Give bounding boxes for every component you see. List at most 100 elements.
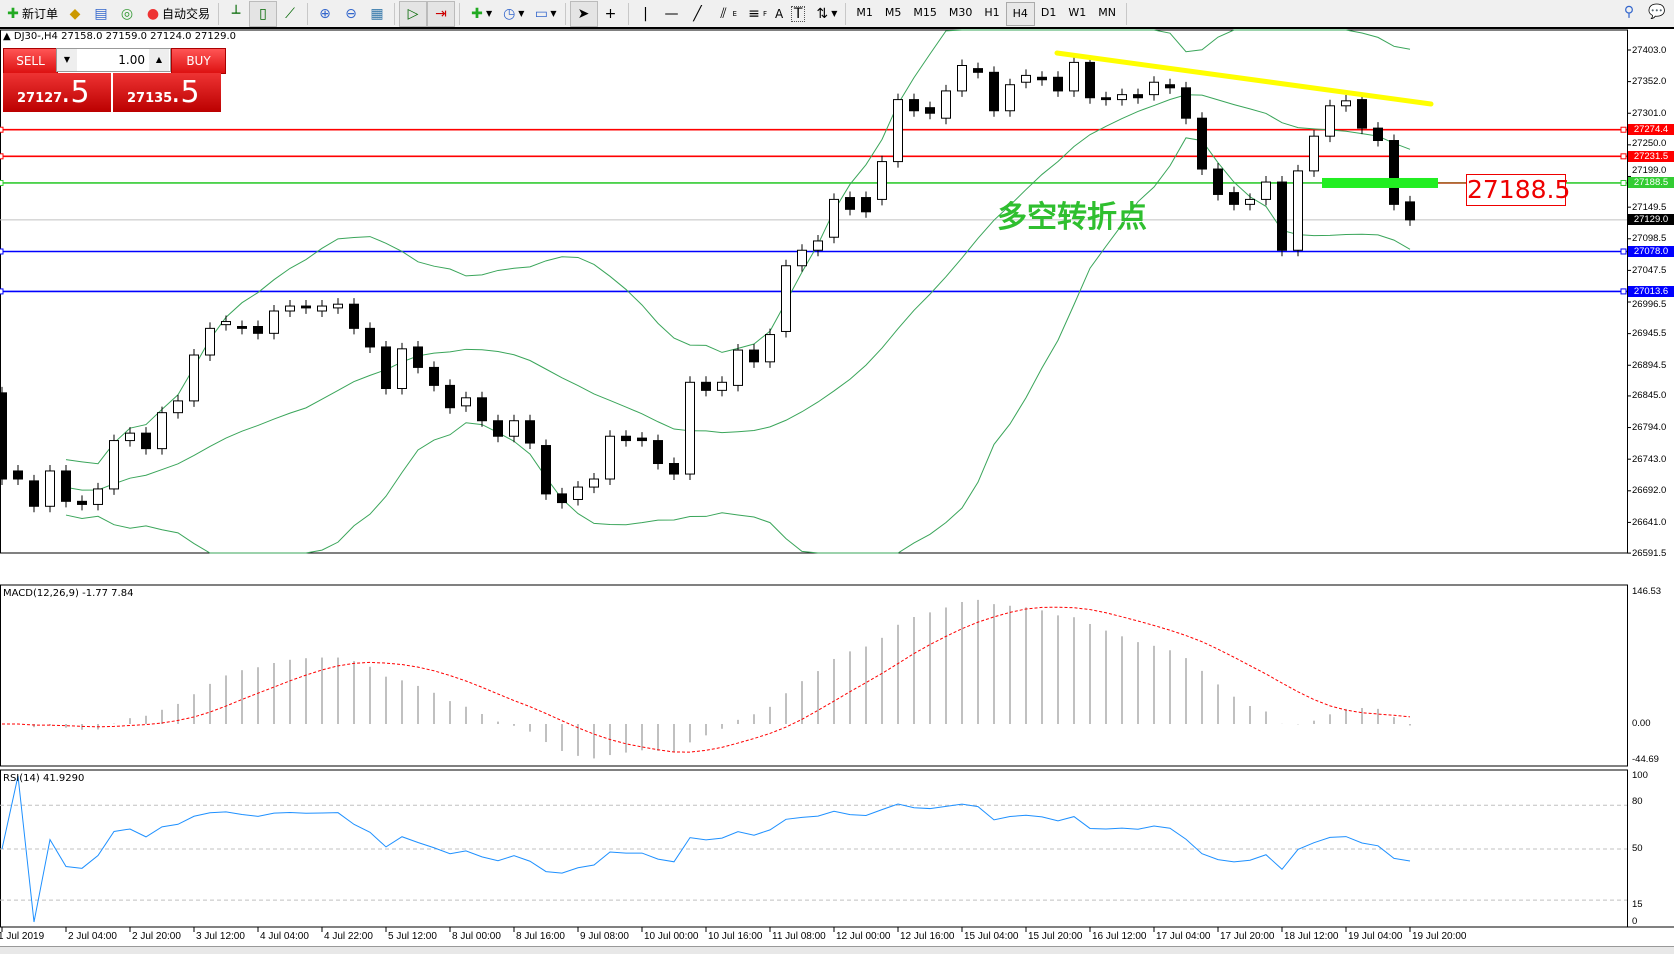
timeframe-d1[interactable]: D1 <box>1040 6 1057 19</box>
timeframe-m5[interactable]: M5 <box>884 6 902 19</box>
candle <box>973 62 983 79</box>
bar-chart-button[interactable]: ┴ <box>223 2 249 26</box>
crosshair-tool[interactable]: + <box>598 2 624 26</box>
channel-sub-label: E <box>732 9 737 18</box>
autoscroll-button[interactable]: ▷ <box>399 0 428 27</box>
time-axis-label: 8 Jul 16:00 <box>516 931 565 942</box>
timeframe-h1[interactable]: H1 <box>984 6 1000 19</box>
lots-decrease-icon[interactable]: ▼ <box>57 49 77 71</box>
lots-stepper[interactable]: ▼ ▲ <box>56 48 171 72</box>
sell-price-frac: .5 <box>61 75 90 110</box>
lots-input[interactable] <box>77 49 149 71</box>
timeframe-m30[interactable]: M30 <box>948 6 973 19</box>
candle-body <box>893 99 903 163</box>
fibonacci-tool[interactable]: ≡ F <box>741 2 771 26</box>
text-tool[interactable]: A <box>771 2 787 26</box>
templates-dropdown[interactable]: ▭ ▼ <box>528 2 560 26</box>
chevron-down-icon: ▼ <box>831 9 838 18</box>
line-chart-button[interactable]: ⟋ <box>277 2 303 26</box>
timeframe-mn[interactable]: MN <box>1098 6 1116 19</box>
equidistant-channel-tool[interactable]: ⫽ E <box>711 2 741 26</box>
candle <box>1101 91 1111 106</box>
timeframe-m15[interactable]: M15 <box>913 6 937 19</box>
collapse-triangle-icon[interactable]: ▲ <box>3 31 14 42</box>
one-click-trading-panel: SELL ▼ ▲ BUY 27127.5 27135.5 <box>3 48 226 112</box>
search-icon[interactable]: ⚲ <box>1623 4 1635 20</box>
sell-button[interactable]: SELL <box>3 48 58 74</box>
candle-body <box>669 463 679 475</box>
candle-body <box>397 348 407 389</box>
candlestick-button[interactable]: ▯ <box>249 0 278 27</box>
price-axis-label: 26591.5 <box>1632 547 1667 559</box>
timeframe-h4[interactable]: H4 <box>1005 1 1035 26</box>
candle <box>397 342 407 395</box>
new-order-button[interactable]: ✚ 新订单 <box>0 2 62 26</box>
annotation-price-label: 27188.5 <box>1466 174 1571 206</box>
zoom-out-button[interactable]: ⊖ <box>338 2 364 26</box>
lots-increase-icon[interactable]: ▲ <box>149 49 169 71</box>
strategy-tester-button[interactable]: ◆ <box>62 2 88 26</box>
navigator-button[interactable]: ▤ <box>88 2 114 26</box>
level-handle <box>1620 288 1627 295</box>
timeframe-m1[interactable]: M1 <box>856 6 873 19</box>
candle-body <box>1293 170 1303 251</box>
arrows-dropdown[interactable]: ⇅ ▼ <box>809 2 841 26</box>
candle <box>445 379 455 414</box>
horizontal-line-tool[interactable]: — <box>659 2 685 26</box>
rsi-axis-label: 15 <box>1632 899 1643 910</box>
level-price-tag: 27274.4 <box>1628 124 1674 136</box>
candle-body <box>1085 61 1095 99</box>
cursor-tool[interactable]: ➤ <box>569 0 598 27</box>
price-axis-label: 27149.5 <box>1632 201 1667 213</box>
buy-price-button[interactable]: 27135.5 <box>113 73 221 112</box>
arrows-icon: ⇅ <box>816 5 829 22</box>
price-axis-label: 27199.0 <box>1632 164 1667 176</box>
candle-body <box>557 493 567 504</box>
timeframe-w1[interactable]: W1 <box>1068 6 1087 19</box>
cursor-icon: ➤ <box>577 5 590 22</box>
indicators-dropdown[interactable]: ✚ ▼ <box>464 2 496 26</box>
line-chart-icon: ⟋ <box>285 5 295 22</box>
candle-body <box>189 354 199 402</box>
buy-button[interactable]: BUY <box>171 48 226 74</box>
candle <box>0 386 7 486</box>
candle-body <box>173 400 183 414</box>
auto-trading-button[interactable]: ● 自动交易 <box>140 2 214 26</box>
candle <box>221 315 231 331</box>
candle-body <box>1053 76 1063 92</box>
candle-body <box>493 420 503 437</box>
sell-price-button[interactable]: 27127.5 <box>3 73 111 112</box>
chart-canvas[interactable] <box>0 29 1674 946</box>
text-label-tool[interactable]: T <box>787 2 809 26</box>
periods-dropdown[interactable]: ◷ ▼ <box>496 2 528 26</box>
chart-shift-button[interactable]: ⇥ <box>427 0 456 27</box>
candle <box>1229 186 1239 211</box>
candle <box>653 434 663 470</box>
chart-tabs-bar[interactable] <box>0 946 1674 954</box>
chat-icon[interactable]: 💬 <box>1648 4 1666 20</box>
level-price-tag: 27129.0 <box>1628 214 1674 226</box>
new-order-icon: ✚ <box>7 5 19 22</box>
signals-button[interactable]: ◎ <box>114 2 140 26</box>
level-price-tag: 27231.5 <box>1628 150 1674 162</box>
rsi-axis-label: 50 <box>1632 843 1643 854</box>
candle-body <box>1069 61 1079 92</box>
time-axis-label: 11 Jul 08:00 <box>772 931 826 942</box>
candle <box>1341 94 1351 112</box>
candle <box>669 457 679 481</box>
price-axis-label: 26845.0 <box>1632 390 1667 402</box>
candle <box>269 305 279 340</box>
candle-body <box>861 197 871 213</box>
trendline-tool[interactable]: ╱ <box>685 2 711 26</box>
vertical-line-tool[interactable]: | <box>633 2 659 26</box>
zoom-in-button[interactable]: ⊕ <box>312 2 338 26</box>
toolbar: ✚ 新订单 ◆ ▤ ◎ ● 自动交易 ┴ ▯ ⟋ ⊕ ⊖ ▦ ▷ ⇥ ✚ ▼ ◷ ▼ ▭… <box>0 0 1674 29</box>
time-axis-label: 1 Jul 2019 <box>0 931 45 942</box>
candle-body <box>845 197 855 210</box>
candle <box>541 439 551 500</box>
time-axis-label: 4 Jul 04:00 <box>260 931 309 942</box>
candle-body <box>93 488 103 505</box>
candle <box>1405 195 1415 226</box>
candle-body <box>605 435 615 480</box>
tile-windows-button[interactable]: ▦ <box>364 2 390 26</box>
